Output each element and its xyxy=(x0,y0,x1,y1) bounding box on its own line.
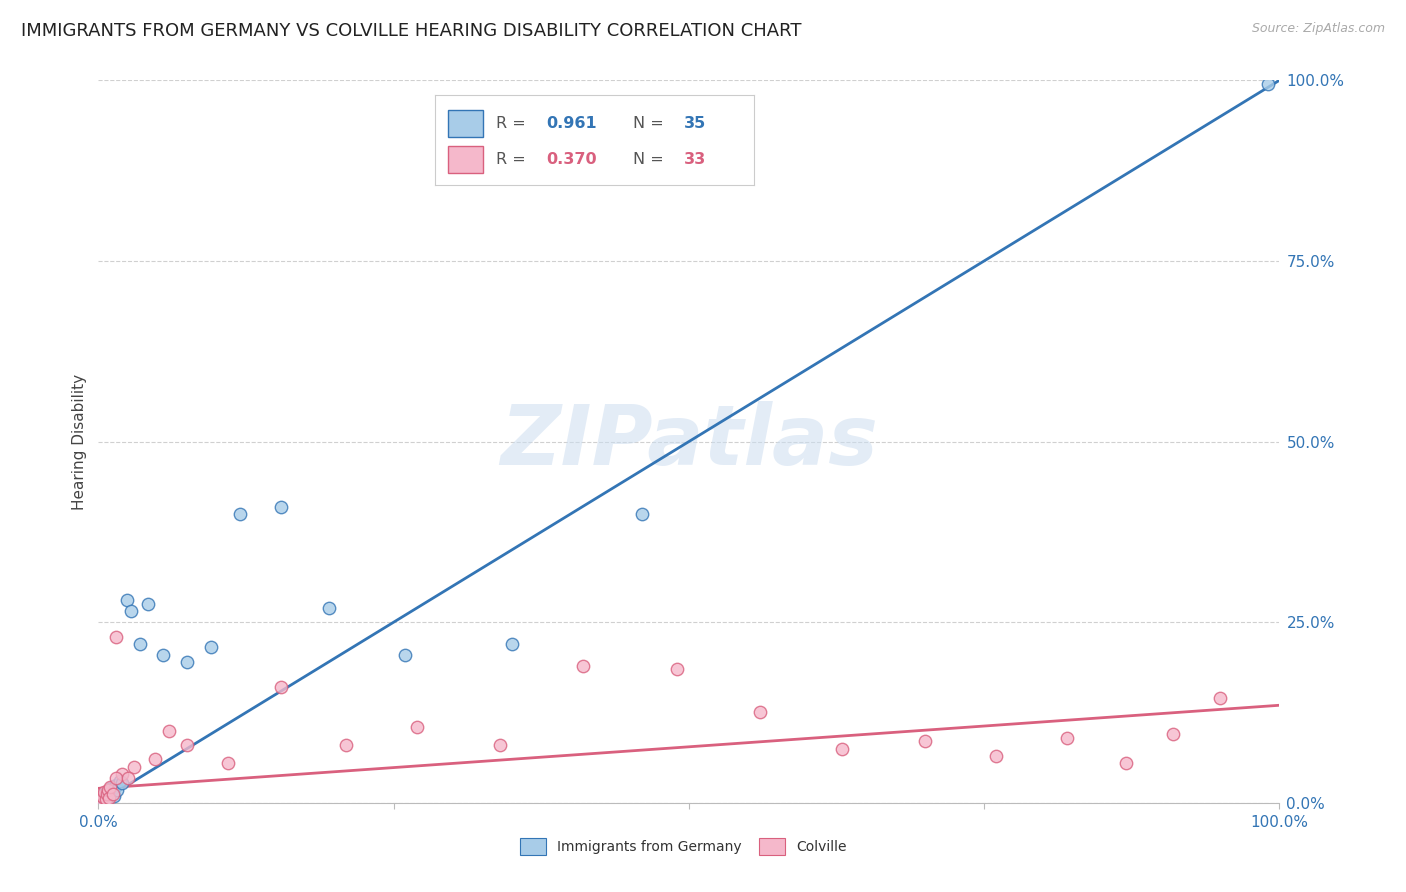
Text: Immigrants from Germany: Immigrants from Germany xyxy=(557,839,741,854)
Point xyxy=(98,782,121,797)
Point xyxy=(117,771,139,785)
Text: ZIPatlas: ZIPatlas xyxy=(501,401,877,482)
Point xyxy=(152,648,174,662)
Point xyxy=(630,507,652,521)
Bar xyxy=(759,838,785,855)
Point xyxy=(97,789,120,803)
Point xyxy=(501,637,523,651)
Point xyxy=(111,767,134,781)
Point xyxy=(914,734,936,748)
Point xyxy=(176,738,198,752)
Point xyxy=(270,500,292,514)
Point xyxy=(1209,691,1232,706)
Point xyxy=(93,787,115,801)
Point xyxy=(105,778,128,792)
Point xyxy=(105,782,128,797)
Point xyxy=(984,748,1007,763)
Point xyxy=(111,775,134,789)
Text: Source: ZipAtlas.com: Source: ZipAtlas.com xyxy=(1251,22,1385,36)
Point xyxy=(122,760,145,774)
Point xyxy=(200,640,222,655)
Point xyxy=(831,741,853,756)
Point xyxy=(93,790,115,805)
Point xyxy=(143,752,166,766)
Point xyxy=(98,787,121,801)
Point xyxy=(91,790,114,805)
Point xyxy=(394,648,416,662)
Point xyxy=(1115,756,1137,770)
Point xyxy=(100,781,122,796)
Point xyxy=(666,662,689,676)
Point xyxy=(90,794,112,808)
Point xyxy=(91,793,114,807)
Point xyxy=(98,790,121,805)
Point xyxy=(121,604,143,618)
Point xyxy=(98,780,121,794)
Point xyxy=(101,785,124,799)
Point xyxy=(318,600,340,615)
Point xyxy=(406,720,429,734)
Point xyxy=(97,790,120,805)
Point xyxy=(91,789,114,803)
Point xyxy=(489,738,512,752)
Point xyxy=(1161,727,1184,741)
Point xyxy=(571,658,593,673)
Point xyxy=(96,790,118,805)
Point xyxy=(105,771,128,785)
Text: Colville: Colville xyxy=(796,839,846,854)
Point xyxy=(94,791,117,805)
Point xyxy=(128,637,150,651)
Point xyxy=(748,706,770,720)
Point xyxy=(1257,77,1279,91)
Point xyxy=(217,756,239,770)
Point xyxy=(108,774,131,789)
Point xyxy=(94,789,117,803)
Point xyxy=(335,738,357,752)
Point xyxy=(96,787,118,801)
Point xyxy=(136,597,159,611)
Bar xyxy=(520,838,546,855)
Point xyxy=(101,787,124,801)
Point xyxy=(93,785,115,799)
Point xyxy=(229,507,252,521)
Point xyxy=(90,792,112,806)
Point xyxy=(176,655,198,669)
Point xyxy=(270,680,292,694)
Point xyxy=(94,792,117,806)
Point xyxy=(1056,731,1078,745)
Point xyxy=(91,792,114,806)
Point xyxy=(96,785,118,799)
Point xyxy=(115,593,138,607)
Point xyxy=(103,789,125,804)
Point xyxy=(97,782,120,797)
Point xyxy=(105,630,128,644)
Y-axis label: Hearing Disability: Hearing Disability xyxy=(72,374,87,509)
Point xyxy=(157,723,180,738)
Point xyxy=(104,780,127,794)
Text: IMMIGRANTS FROM GERMANY VS COLVILLE HEARING DISABILITY CORRELATION CHART: IMMIGRANTS FROM GERMANY VS COLVILLE HEAR… xyxy=(21,22,801,40)
